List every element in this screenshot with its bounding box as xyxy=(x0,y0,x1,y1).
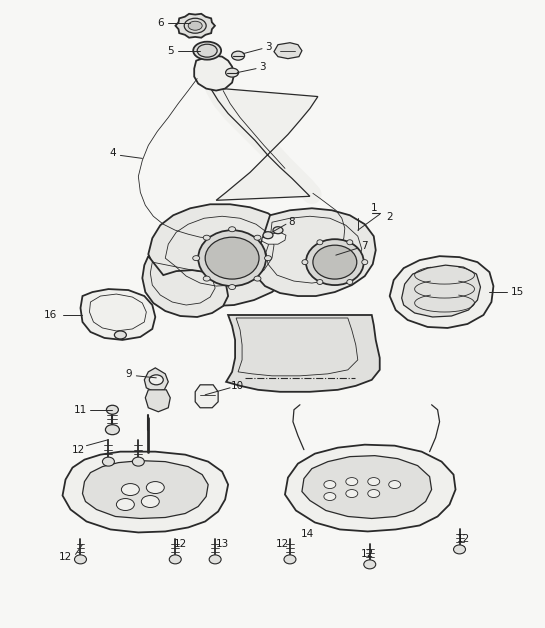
Ellipse shape xyxy=(132,457,144,466)
Polygon shape xyxy=(63,452,228,533)
Text: 2: 2 xyxy=(386,212,393,222)
Text: 16: 16 xyxy=(44,310,57,320)
Ellipse shape xyxy=(146,482,164,494)
Ellipse shape xyxy=(141,495,159,507)
Polygon shape xyxy=(226,315,380,392)
Polygon shape xyxy=(194,56,234,90)
Polygon shape xyxy=(402,265,481,317)
Ellipse shape xyxy=(149,375,164,385)
Ellipse shape xyxy=(209,555,221,564)
Ellipse shape xyxy=(226,68,239,77)
Ellipse shape xyxy=(317,279,323,284)
Text: 9: 9 xyxy=(125,369,132,379)
Ellipse shape xyxy=(273,227,283,234)
Ellipse shape xyxy=(75,555,87,564)
Polygon shape xyxy=(285,445,456,531)
Polygon shape xyxy=(81,289,155,340)
Text: 12: 12 xyxy=(275,539,289,550)
Ellipse shape xyxy=(228,227,235,232)
Ellipse shape xyxy=(203,236,210,240)
Polygon shape xyxy=(262,232,286,244)
Ellipse shape xyxy=(122,484,140,495)
Ellipse shape xyxy=(114,331,126,339)
Polygon shape xyxy=(175,14,215,38)
Ellipse shape xyxy=(106,405,118,414)
Ellipse shape xyxy=(389,480,401,489)
Text: 12: 12 xyxy=(457,534,470,544)
Ellipse shape xyxy=(302,259,308,264)
Ellipse shape xyxy=(362,259,368,264)
Ellipse shape xyxy=(193,256,199,261)
Ellipse shape xyxy=(184,18,206,33)
Polygon shape xyxy=(148,204,296,306)
Text: 13: 13 xyxy=(215,539,229,550)
Ellipse shape xyxy=(193,41,221,60)
Ellipse shape xyxy=(346,477,358,485)
Text: 12: 12 xyxy=(174,539,187,550)
Ellipse shape xyxy=(324,492,336,501)
Text: 12: 12 xyxy=(72,445,85,455)
Ellipse shape xyxy=(347,240,353,245)
Ellipse shape xyxy=(364,560,376,569)
Ellipse shape xyxy=(453,545,465,554)
Text: 1: 1 xyxy=(371,203,377,214)
Polygon shape xyxy=(146,390,170,412)
Ellipse shape xyxy=(284,555,296,564)
Ellipse shape xyxy=(205,237,259,279)
Ellipse shape xyxy=(306,239,364,285)
Ellipse shape xyxy=(347,279,353,284)
Ellipse shape xyxy=(198,230,266,286)
Ellipse shape xyxy=(117,499,135,511)
Polygon shape xyxy=(82,460,208,519)
Ellipse shape xyxy=(197,44,217,57)
Text: 3: 3 xyxy=(259,62,265,72)
Ellipse shape xyxy=(203,276,210,281)
Ellipse shape xyxy=(254,276,261,281)
Ellipse shape xyxy=(263,232,273,239)
Polygon shape xyxy=(302,456,432,519)
Text: 10: 10 xyxy=(231,381,244,391)
Text: 14: 14 xyxy=(301,529,314,539)
Ellipse shape xyxy=(346,490,358,497)
Ellipse shape xyxy=(105,425,119,435)
Text: 15: 15 xyxy=(511,287,524,297)
Text: 5: 5 xyxy=(167,46,173,56)
Polygon shape xyxy=(195,385,218,408)
Text: 8: 8 xyxy=(289,217,295,227)
Ellipse shape xyxy=(324,480,336,489)
Polygon shape xyxy=(390,256,493,328)
Text: 3: 3 xyxy=(265,41,271,51)
Text: 7: 7 xyxy=(361,241,368,251)
Polygon shape xyxy=(254,208,376,296)
Ellipse shape xyxy=(169,555,181,564)
Ellipse shape xyxy=(232,51,245,60)
Ellipse shape xyxy=(317,240,323,245)
Text: 4: 4 xyxy=(109,148,116,158)
Polygon shape xyxy=(274,43,302,58)
Ellipse shape xyxy=(368,490,380,497)
Ellipse shape xyxy=(102,457,114,466)
Text: 6: 6 xyxy=(157,18,164,28)
Ellipse shape xyxy=(188,21,202,30)
Ellipse shape xyxy=(313,245,357,279)
Polygon shape xyxy=(210,87,318,200)
Ellipse shape xyxy=(264,256,271,261)
Text: 12: 12 xyxy=(361,550,374,560)
Text: 11: 11 xyxy=(74,405,87,414)
Polygon shape xyxy=(142,256,228,317)
Ellipse shape xyxy=(368,477,380,485)
Polygon shape xyxy=(144,368,168,392)
Ellipse shape xyxy=(254,236,261,240)
Text: 12: 12 xyxy=(59,553,72,563)
Ellipse shape xyxy=(228,284,235,290)
